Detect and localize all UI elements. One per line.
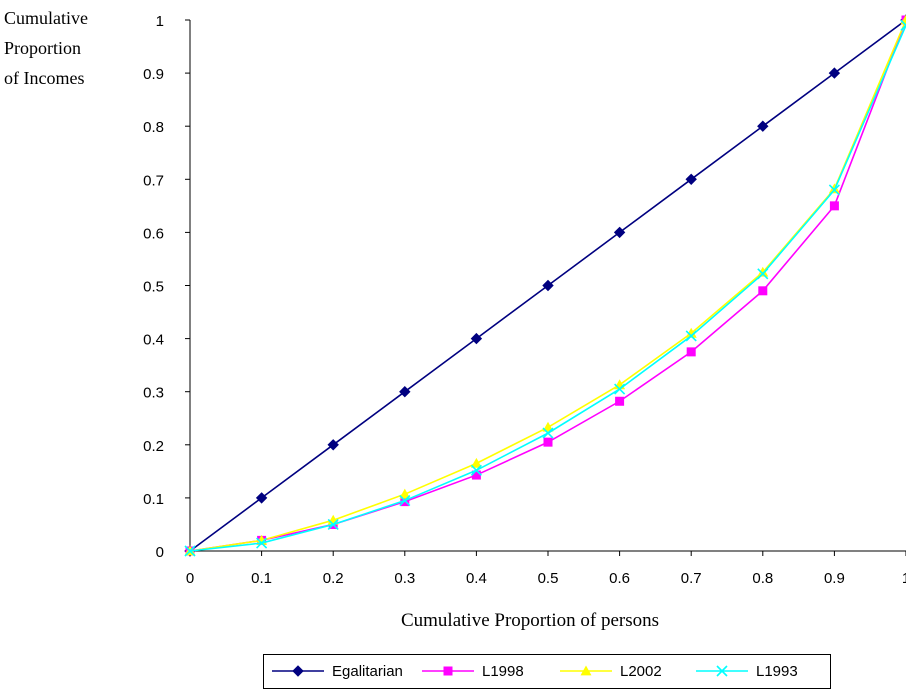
point-l1993 bbox=[757, 268, 769, 280]
point-l1993 bbox=[327, 518, 339, 531]
x-tick-label: 0.5 bbox=[538, 570, 559, 587]
point-egalitarian bbox=[327, 439, 339, 451]
legend: Egalitarian L1998 L2002 L1993 bbox=[263, 654, 831, 689]
point-l2002 bbox=[757, 266, 769, 277]
y-axis-label-line-2: Proportion bbox=[4, 38, 82, 58]
y-tick-label: 1 bbox=[156, 13, 164, 30]
point-l1993 bbox=[685, 330, 697, 342]
point-l1998 bbox=[829, 201, 839, 211]
point-egalitarian bbox=[685, 173, 697, 186]
legend-label: L1998 bbox=[482, 663, 524, 680]
x-tick-label: 0.7 bbox=[681, 570, 702, 587]
point-l2002 bbox=[900, 14, 906, 25]
legend-item-egalitarian: Egalitarian bbox=[272, 663, 403, 680]
point-l1993 bbox=[184, 545, 196, 557]
y-tick-label: 0 bbox=[156, 544, 164, 561]
legend-label: L1993 bbox=[756, 663, 798, 680]
point-l1993 bbox=[614, 383, 626, 395]
x-tick-label: 0.8 bbox=[752, 570, 773, 587]
y-tick-label: 0.9 bbox=[143, 66, 164, 83]
legend-item-l1998: L1998 bbox=[422, 663, 524, 680]
point-l1993 bbox=[399, 494, 411, 507]
point-l1993 bbox=[900, 19, 906, 31]
legend-item-l2002: L2002 bbox=[560, 663, 662, 680]
point-l1998 bbox=[615, 396, 625, 406]
point-l1998 bbox=[471, 470, 481, 480]
y-tick-label: 0.6 bbox=[143, 225, 164, 242]
point-l1998 bbox=[686, 347, 696, 357]
legend-marker bbox=[292, 665, 304, 677]
point-l2002 bbox=[542, 421, 554, 432]
point-l1993 bbox=[256, 537, 268, 549]
x-tick-label: 0.9 bbox=[824, 570, 845, 587]
point-l1993 bbox=[470, 464, 482, 476]
y-tick-label: 0.7 bbox=[143, 172, 164, 189]
legend-marker bbox=[443, 666, 453, 676]
x-tick-label: 0.3 bbox=[394, 570, 415, 587]
y-tick-label: 0.2 bbox=[143, 438, 164, 455]
point-egalitarian bbox=[613, 226, 626, 239]
point-egalitarian bbox=[542, 279, 554, 292]
y-tick-label: 0.5 bbox=[143, 279, 164, 296]
legend-item-l1993: L1993 bbox=[696, 663, 798, 680]
point-egalitarian bbox=[399, 385, 411, 398]
point-l2002 bbox=[470, 457, 482, 468]
y-axis-label-line-1: Cumulative bbox=[4, 8, 88, 28]
point-l2002 bbox=[685, 327, 697, 338]
x-axis-label: Cumulative Proportion of persons bbox=[400, 610, 660, 631]
y-tick-label: 0.3 bbox=[143, 385, 164, 402]
y-axis-label-line-3: of Incomes bbox=[4, 68, 85, 88]
point-l1998 bbox=[758, 286, 768, 296]
legend-marker bbox=[580, 665, 592, 676]
x-tick-label: 0 bbox=[186, 570, 194, 587]
legend-label: Egalitarian bbox=[332, 663, 403, 680]
point-l1993 bbox=[542, 427, 554, 439]
point-egalitarian bbox=[828, 67, 841, 79]
x-tick-label: 0.1 bbox=[251, 570, 272, 587]
y-tick-label: 0.1 bbox=[143, 491, 164, 508]
x-tick-label: 0.6 bbox=[609, 570, 630, 587]
legend-marker bbox=[716, 665, 728, 677]
point-l1993 bbox=[828, 184, 840, 196]
y-tick-label: 0.8 bbox=[143, 119, 164, 136]
point-egalitarian bbox=[255, 492, 268, 504]
point-l1998 bbox=[543, 437, 553, 447]
legend-label: L2002 bbox=[620, 663, 662, 680]
point-egalitarian bbox=[470, 332, 483, 345]
y-tick-label: 0.4 bbox=[143, 332, 164, 349]
x-tick-label: 0.2 bbox=[323, 570, 344, 587]
x-tick-label: 0.4 bbox=[466, 570, 487, 587]
point-l2002 bbox=[399, 488, 411, 499]
x-tick-label: 1 bbox=[902, 570, 906, 587]
point-egalitarian bbox=[757, 120, 769, 132]
